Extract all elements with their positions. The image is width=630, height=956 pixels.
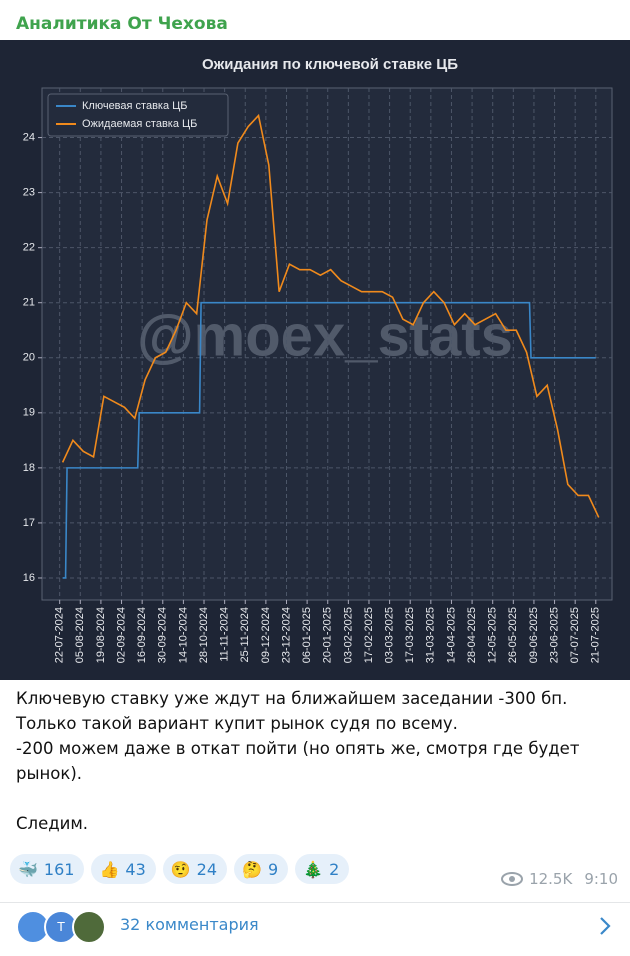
reaction[interactable]: 👍 43	[91, 854, 156, 884]
post-line: рынок).	[16, 764, 83, 783]
x-tick-label: 22-07-2024	[54, 607, 66, 663]
x-tick-label: 21-07-2025	[590, 607, 602, 663]
y-tick-label: 17	[23, 517, 35, 529]
chart-title: Ожидания по ключевой ставке ЦБ	[202, 56, 458, 73]
views-icon	[501, 872, 524, 886]
reaction-emoji: 🐳	[18, 859, 38, 879]
post-line: Ключевую ставку уже ждут на ближайшем за…	[16, 689, 568, 708]
closing: Следим.	[16, 814, 89, 833]
y-tick-label: 21	[23, 297, 35, 309]
reaction[interactable]: 🐳 161	[10, 854, 85, 884]
x-tick-label: 25-11-2024	[239, 607, 251, 662]
reaction-count: 161	[43, 859, 75, 879]
reaction[interactable]: 🤨 24	[162, 854, 228, 884]
line-series	[61, 113, 600, 518]
y-tick-label: 22	[23, 242, 35, 254]
plot-area	[41, 87, 613, 601]
x-tick-label: 07-07-2025	[569, 607, 581, 663]
x-tick-label: 28-04-2025	[466, 607, 478, 663]
reaction[interactable]: 🤔 9	[234, 854, 289, 884]
line-series	[62, 301, 596, 579]
y-tick-label: 16	[23, 572, 35, 584]
x-tick-label: 28-10-2024	[198, 607, 210, 663]
x-tick-label: 14-04-2025	[445, 607, 457, 663]
x-tick-label: 03-02-2025	[342, 607, 354, 663]
x-tick-label: 09-12-2024	[260, 607, 272, 663]
reaction-emoji: 🤨	[170, 859, 191, 879]
x-tick-label: 20-01-2025	[322, 607, 334, 663]
y-tick-label: 20	[23, 352, 35, 364]
legend-label: Ожидаемая ставка ЦБ	[82, 118, 197, 130]
legend-box	[47, 93, 229, 137]
y-tick-label: 24	[23, 131, 35, 143]
reaction-count: 9	[267, 859, 279, 879]
x-tick-label: 19-08-2024	[95, 607, 107, 663]
reaction-emoji: 🤔	[242, 859, 262, 879]
x-tick-label: 12-05-2025	[487, 607, 499, 663]
x-tick-label: 03-03-2025	[384, 607, 396, 663]
x-tick-label: 11-11-2024	[219, 607, 231, 662]
reaction-emoji: 👍	[99, 859, 120, 879]
x-tick-label: 23-12-2024	[280, 607, 292, 663]
chevron[interactable]	[598, 916, 612, 936]
avatar	[72, 910, 106, 944]
x-tick-label: 06-01-2025	[301, 607, 313, 663]
post-line: Только такой вариант купит рынок судя по…	[16, 714, 458, 733]
reaction-count: 43	[125, 859, 146, 879]
post-meta: 12.5K 9:10	[501, 870, 618, 888]
y-tick-label: 18	[23, 462, 35, 474]
x-tick-label: 23-06-2025	[548, 607, 560, 663]
reaction-emoji: 🎄	[303, 859, 324, 879]
reaction[interactable]: 🎄 2	[295, 854, 350, 884]
x-tick-label: 02-09-2024	[115, 607, 127, 663]
reaction-count: 24	[196, 859, 218, 879]
y-tick-label: 19	[23, 407, 35, 419]
x-tick-label: 30-09-2024	[157, 607, 169, 663]
chart: Ожидания по ключевой ставке ЦБ @moex_sta…	[0, 40, 630, 680]
post-line: -200 можем даже в откат пойти (но опять …	[16, 739, 580, 758]
x-tick-label: 14-10-2024	[177, 607, 189, 663]
x-tick-label: 16-09-2024	[136, 607, 148, 663]
reactions: 🐳 161 👍 43 🤨 24 🤔 9 🎄 2	[10, 854, 350, 884]
time: 9:10	[584, 870, 618, 888]
x-tick-label: 17-03-2025	[404, 607, 416, 663]
x-tick-label: 31-03-2025	[425, 607, 437, 663]
comments-link[interactable]: 32 комментария	[120, 915, 259, 934]
watermark: @moex_stats	[137, 303, 513, 368]
post-text: Ключевую ставку уже ждут на ближайшем за…	[16, 686, 579, 836]
channel-name[interactable]: Аналитика От Чехова	[16, 14, 228, 34]
x-tick-label: 05-08-2024	[74, 607, 86, 663]
x-tick-label: 09-06-2025	[528, 607, 540, 663]
views: 12.5K	[529, 870, 573, 888]
x-tick-label: 17-02-2025	[363, 607, 375, 663]
legend-label: Ключевая ставка ЦБ	[82, 100, 188, 112]
x-tick-label: 26-05-2025	[507, 607, 519, 663]
y-tick-label: 23	[23, 187, 35, 199]
separator	[0, 902, 630, 903]
reaction-count: 2	[329, 859, 340, 879]
